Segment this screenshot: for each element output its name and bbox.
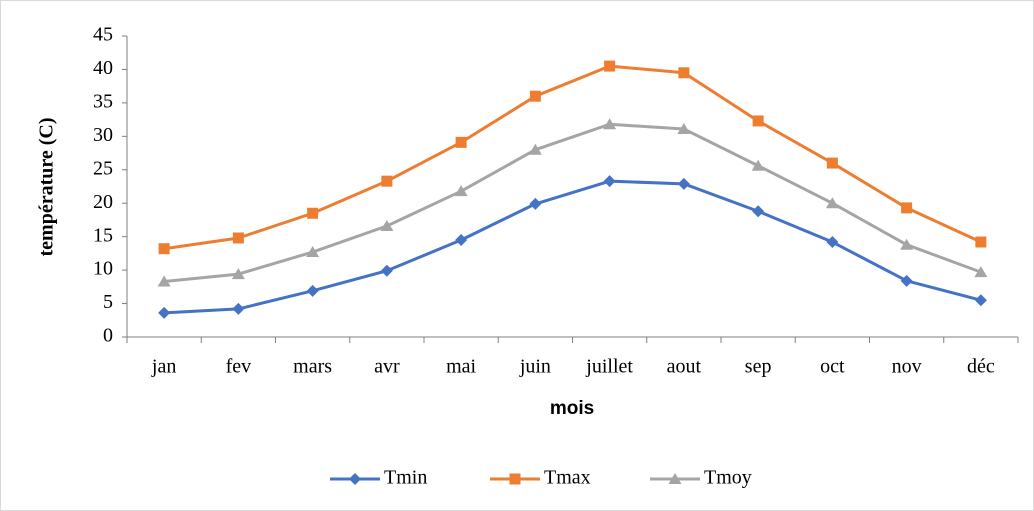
marker xyxy=(157,275,171,287)
x-tick-label: juin xyxy=(519,356,551,378)
marker xyxy=(677,122,691,134)
marker xyxy=(826,236,839,249)
x-tick-label: sep xyxy=(745,356,772,378)
marker xyxy=(751,159,765,171)
marker xyxy=(455,136,467,148)
y-tick-label: 5 xyxy=(103,291,113,313)
x-tick-label: jan xyxy=(151,356,176,378)
x-tick-label: déc xyxy=(967,356,995,378)
x-tick-label: oct xyxy=(820,356,845,378)
marker xyxy=(752,115,764,127)
marker xyxy=(900,274,913,287)
marker xyxy=(455,234,468,247)
marker xyxy=(975,236,987,248)
y-tick-label: 15 xyxy=(93,224,113,246)
marker xyxy=(381,175,393,187)
series-line xyxy=(164,179,982,315)
x-tick-label: mai xyxy=(446,356,476,378)
marker xyxy=(529,197,542,210)
marker xyxy=(974,294,987,307)
x-tick-label: avr xyxy=(374,356,400,378)
marker xyxy=(454,185,468,197)
legend-label: Tmax xyxy=(544,467,591,489)
marker xyxy=(603,175,616,188)
marker xyxy=(678,67,690,79)
y-tick-label: 0 xyxy=(103,325,113,347)
x-tick-label: nov xyxy=(892,356,922,378)
marker xyxy=(306,246,320,258)
marker xyxy=(232,232,244,244)
y-tick-label: 45 xyxy=(93,24,113,46)
marker xyxy=(307,207,319,219)
marker xyxy=(509,473,521,485)
marker xyxy=(380,264,393,277)
marker xyxy=(603,118,617,130)
series-line xyxy=(163,64,982,251)
marker xyxy=(306,284,319,297)
x-tick-label: fev xyxy=(226,356,252,378)
y-tick-label: 10 xyxy=(93,258,113,280)
marker xyxy=(901,202,913,214)
x-axis-label: mois xyxy=(550,398,594,419)
marker xyxy=(349,473,361,485)
marker xyxy=(752,205,765,218)
marker xyxy=(529,90,541,102)
marker xyxy=(677,177,690,190)
marker xyxy=(158,306,171,319)
legend-label: Tmoy xyxy=(704,467,752,489)
marker xyxy=(604,60,616,72)
x-tick-label: juillet xyxy=(585,356,633,378)
marker xyxy=(231,268,245,280)
y-tick-label: 25 xyxy=(93,157,113,179)
y-tick-label: 35 xyxy=(93,90,113,112)
y-axis-label: température (C) xyxy=(36,117,58,256)
series-line xyxy=(163,122,982,283)
x-tick-label: mars xyxy=(293,356,332,378)
marker xyxy=(380,219,394,231)
y-tick-label: 40 xyxy=(93,57,113,79)
marker xyxy=(974,266,988,278)
y-tick-label: 30 xyxy=(93,124,113,146)
legend-label: Tmin xyxy=(384,467,427,489)
marker xyxy=(826,157,838,169)
marker xyxy=(900,238,914,250)
marker xyxy=(668,473,682,484)
marker xyxy=(825,197,839,209)
x-tick-label: aout xyxy=(667,356,702,378)
y-tick-label: 20 xyxy=(93,191,113,213)
marker xyxy=(158,243,170,255)
marker xyxy=(528,143,542,155)
marker xyxy=(232,302,245,315)
